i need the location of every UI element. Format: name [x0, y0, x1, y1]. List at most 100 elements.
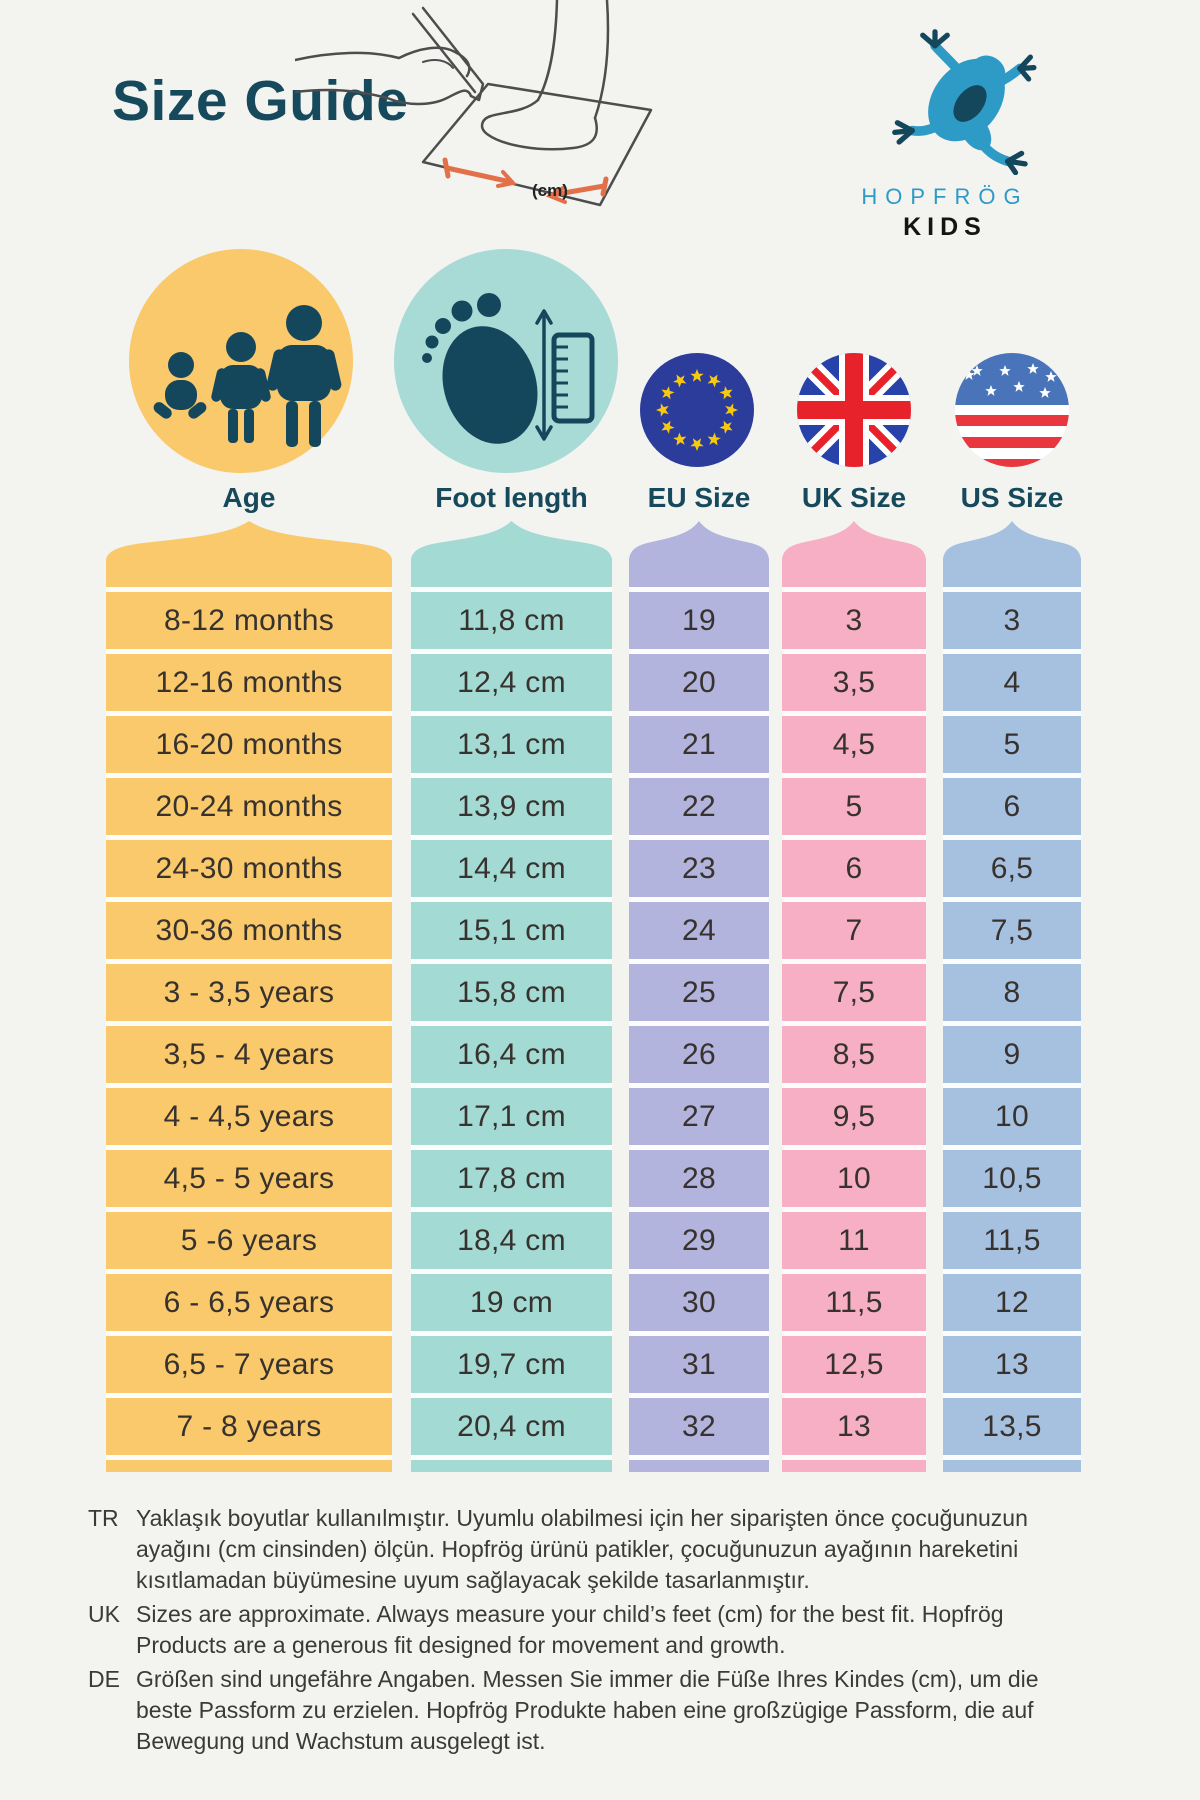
row-divider	[629, 773, 769, 778]
column-header-cap	[629, 521, 769, 587]
table-cell-age-2: 16-20 months	[106, 716, 392, 773]
table-cell-us-12: 13	[943, 1336, 1081, 1393]
table-cell-uk-13: 13	[782, 1398, 926, 1455]
row-divider	[411, 1207, 612, 1212]
row-divider	[782, 1455, 926, 1460]
table-column-us: 3 4 5 6 6,5 7,5 8 9 10 10,5 11,5 12 13 13,5	[943, 521, 1081, 1472]
table-cell-us-5: 7,5	[943, 902, 1081, 959]
table-cell-us-7: 9	[943, 1026, 1081, 1083]
row-divider	[629, 1145, 769, 1150]
row-divider	[106, 959, 392, 964]
row-divider	[106, 835, 392, 840]
row-divider	[106, 1331, 392, 1336]
table-cell-uk-7: 8,5	[782, 1026, 926, 1083]
row-divider	[411, 1455, 612, 1460]
row-divider	[782, 959, 926, 964]
table-cell-uk-8: 9,5	[782, 1088, 926, 1145]
row-divider	[629, 711, 769, 716]
table-column-eu: 19 20 21 22 23 24 25 26 27 28 29 30 31 32	[629, 521, 769, 1472]
table-cell-eu-2: 21	[629, 716, 769, 773]
table-cell-eu-4: 23	[629, 840, 769, 897]
uk-flag-icon	[797, 353, 911, 467]
row-divider	[782, 897, 926, 902]
column-header-cap	[411, 521, 612, 587]
row-divider	[782, 649, 926, 654]
column-label-foot: Foot length	[435, 482, 588, 513]
row-divider	[943, 773, 1081, 778]
foot-ruler-icon	[422, 293, 595, 444]
table-cell-us-1: 4	[943, 654, 1081, 711]
table-cell-uk-6: 7,5	[782, 964, 926, 1021]
brand-sub: KIDS	[903, 213, 987, 241]
table-cell-uk-0: 3	[782, 592, 926, 649]
row-divider	[106, 897, 392, 902]
page-title: Size Guide	[112, 69, 409, 133]
row-divider	[106, 1269, 392, 1274]
note-label: UK	[88, 1601, 120, 1627]
table-cell-age-12: 6,5 - 7 years	[106, 1336, 392, 1393]
table-cell-uk-11: 11,5	[782, 1274, 926, 1331]
row-divider	[629, 1331, 769, 1336]
row-divider	[629, 587, 769, 592]
note-text: Sizes are approximate. Always measure yo…	[136, 1601, 1004, 1658]
table-cell-foot-5: 15,1 cm	[411, 902, 612, 959]
footnotes: TR Yaklaşık boyutlar kullanılmıştır. Uyu…	[88, 1503, 1098, 1757]
table-cell-foot-8: 17,1 cm	[411, 1088, 612, 1145]
table-cell-uk-5: 7	[782, 902, 926, 959]
row-divider	[782, 1207, 926, 1212]
foot-length-icon	[394, 249, 618, 473]
row-divider	[943, 1455, 1081, 1460]
row-divider	[943, 1207, 1081, 1212]
table-cell-age-7: 3,5 - 4 years	[106, 1026, 392, 1083]
table-cell-age-11: 6 - 6,5 years	[106, 1274, 392, 1331]
table-cell-age-1: 12-16 months	[106, 654, 392, 711]
column-bottom-strip	[943, 1460, 1081, 1472]
row-divider	[943, 897, 1081, 902]
row-divider	[106, 1083, 392, 1088]
column-header-cap	[943, 521, 1081, 587]
brand-name: HOPFRÖG	[861, 184, 1029, 209]
note-de: DE Größen sind ungefähre Angaben. Messen…	[88, 1664, 1098, 1757]
table-cell-eu-13: 32	[629, 1398, 769, 1455]
row-divider	[411, 1083, 612, 1088]
row-divider	[106, 587, 392, 592]
table-cell-age-0: 8-12 months	[106, 592, 392, 649]
table-column-uk: 3 3,5 4,5 5 6 7 7,5 8,5 9,5 10 11 11,5 12,5 13	[782, 521, 926, 1472]
age-people-icon	[153, 305, 342, 447]
row-divider	[411, 959, 612, 964]
age-icon	[129, 249, 353, 473]
row-divider	[411, 835, 612, 840]
table-cell-age-6: 3 - 3,5 years	[106, 964, 392, 1021]
table-column-foot: 11,8 cm 12,4 cm 13,1 cm 13,9 cm 14,4 cm 15,1 …	[411, 521, 612, 1472]
row-divider	[629, 959, 769, 964]
table-cell-foot-1: 12,4 cm	[411, 654, 612, 711]
table-cell-age-5: 30-36 months	[106, 902, 392, 959]
foot-measuring-illustration: (cm)	[293, 0, 675, 218]
column-bottom-strip	[106, 1460, 392, 1472]
row-divider	[411, 649, 612, 654]
table-cell-uk-1: 3,5	[782, 654, 926, 711]
row-divider	[629, 649, 769, 654]
row-divider	[106, 1207, 392, 1212]
column-bottom-strip	[629, 1460, 769, 1472]
row-divider	[782, 1145, 926, 1150]
column-label-age: Age	[222, 482, 276, 513]
table-cell-eu-3: 22	[629, 778, 769, 835]
table-cell-age-4: 24-30 months	[106, 840, 392, 897]
row-divider	[411, 1021, 612, 1026]
row-divider	[943, 1083, 1081, 1088]
table-cell-foot-9: 17,8 cm	[411, 1150, 612, 1207]
row-divider	[782, 1083, 926, 1088]
table-cell-us-9: 10,5	[943, 1150, 1081, 1207]
column-bottom-strip	[411, 1460, 612, 1472]
row-divider	[411, 773, 612, 778]
table-cell-eu-6: 25	[629, 964, 769, 1021]
table-cell-us-2: 5	[943, 716, 1081, 773]
table-cell-eu-10: 29	[629, 1212, 769, 1269]
note-label: DE	[88, 1666, 120, 1692]
table-cell-foot-7: 16,4 cm	[411, 1026, 612, 1083]
table-cell-eu-12: 31	[629, 1336, 769, 1393]
column-bottom-strip	[782, 1460, 926, 1472]
row-divider	[629, 897, 769, 902]
